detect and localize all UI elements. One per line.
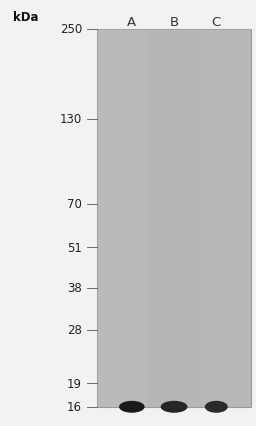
Text: 19: 19 xyxy=(67,377,82,390)
Text: 51: 51 xyxy=(67,242,82,254)
Text: kDa: kDa xyxy=(13,11,38,23)
Text: B: B xyxy=(169,16,179,29)
Text: C: C xyxy=(212,16,221,29)
Text: 250: 250 xyxy=(60,23,82,36)
Text: 130: 130 xyxy=(60,113,82,126)
Ellipse shape xyxy=(205,401,228,413)
Bar xyxy=(200,30,251,407)
Ellipse shape xyxy=(161,401,187,413)
Text: 28: 28 xyxy=(67,324,82,337)
Ellipse shape xyxy=(119,401,145,413)
Bar xyxy=(97,30,251,407)
Text: 70: 70 xyxy=(67,198,82,211)
Text: A: A xyxy=(127,16,136,29)
Text: 38: 38 xyxy=(67,282,82,295)
Bar xyxy=(97,30,148,407)
Text: 16: 16 xyxy=(67,400,82,413)
Bar xyxy=(148,30,200,407)
